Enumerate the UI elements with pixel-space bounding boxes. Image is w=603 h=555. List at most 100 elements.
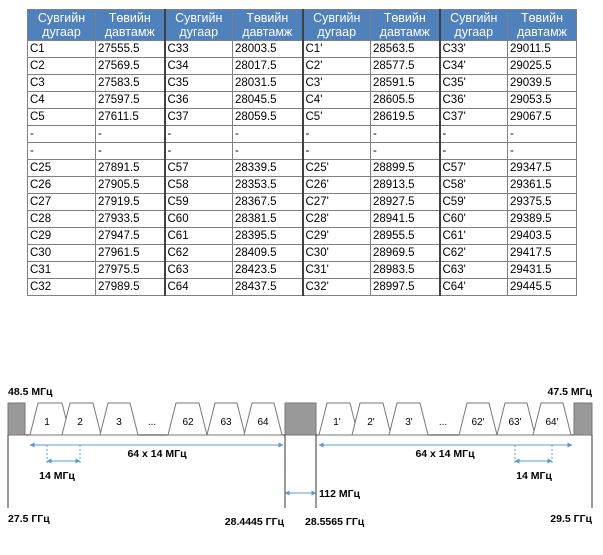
center-frequency-cell: 27975.5 [95,261,165,279]
channel-number-cell: - [163,142,233,160]
header-row: Сувгийн дугаар Төвийн давтамж Сувгийн ду… [27,9,577,41]
channel-number-cell: C64 [163,278,233,296]
channel-trapezoid [532,402,572,436]
header-channel-number: Сувгийн дугаар [27,9,96,41]
channel-number-cell: C3' [301,74,371,92]
center-frequency-cell: 27989.5 [95,278,165,296]
center-frequency-cell: 27583.5 [95,74,165,92]
center-frequency-cell: 29347.5 [507,159,577,177]
center-frequency-cell: 28913.5 [370,176,440,194]
channel-number-cell: C57' [438,159,508,177]
channel-number-cell: C31 [27,261,96,279]
center-frequency-cell: 28017.5 [232,57,303,75]
center-frequency-cell: 28031.5 [232,74,303,92]
center-frequency-cell: 28577.5 [370,57,440,75]
center-frequency-cell: 27947.5 [95,227,165,245]
channel-number-cell: C4 [27,91,96,109]
center-frequency-cell: 29361.5 [507,176,577,194]
center-frequency-cell: 27905.5 [95,176,165,194]
center-frequency-cell: 28423.5 [232,261,303,279]
channel-number-cell: C31' [301,261,371,279]
channel-trapezoid [351,402,392,436]
channel-trapezoid [388,402,429,436]
center-frequency-cell: 27569.5 [95,57,165,75]
center-frequency-cell: 27961.5 [95,244,165,262]
right-spacing-label: 14 МГц [516,470,552,482]
freq-right-start-label: 28.5565 ГГц [305,516,365,528]
channel-trapezoid [243,402,283,436]
channel-trapezoid [99,402,139,436]
channel-number-cell: C26' [301,176,371,194]
channel-number-cell: C37 [163,108,233,126]
center-frequency-cell: - [232,142,303,160]
center-gap-label: 112 МГц [319,488,361,500]
center-frequency-cell: 28059.5 [232,108,303,126]
table-row: C2 27569.5 C34 28017.5 C2' 28577.5 C34' 29025.5 [27,57,577,75]
channel-number-cell: C57 [163,159,233,177]
center-frequency-cell: - [370,142,440,160]
center-frequency-cell: 29431.5 [507,261,577,279]
channel-number-cell: C35' [438,74,508,92]
center-frequency-cell: 27555.5 [95,40,165,58]
table-row: C27 27919.5 C59 28367.5 C27' 28927.5 C59' 29375… [27,193,577,211]
channel-trapezoid [206,402,246,436]
header-channel-number: Сувгийн дугаар [438,9,508,41]
center-frequency-cell: 28955.5 [370,227,440,245]
channel-label: 62' [471,417,484,428]
header-center-frequency: Төвийн давтамж [507,9,577,41]
right-guard-band [573,402,593,436]
channel-number-cell: C2' [301,57,371,75]
channel-number-cell: C25' [301,159,371,177]
channel-number-cell: C60' [438,210,508,228]
channel-number-cell: - [438,142,508,160]
channel-number-cell: C28' [301,210,371,228]
channel-number-cell: C33 [163,40,233,58]
center-frequency-cell: 29445.5 [507,278,577,296]
channel-trapezoid [496,402,536,436]
table-row: C32 27989.5 C64 28437.5 C32' 28997.5 C64' 29445… [27,278,577,296]
center-frequency-cell: 28563.5 [370,40,440,58]
freq-start-label: 27.5 ГГц [8,513,50,525]
channel-number-cell: C30 [27,244,96,262]
table-row: C4 27597.5 C36 28045.5 C4' 28605.5 C36' 29053.5 [27,91,577,109]
channel-label: 64' [545,417,558,428]
center-frequency-cell: 29025.5 [507,57,577,75]
channel-number-cell: C34 [163,57,233,75]
channel-number-cell: C29' [301,227,371,245]
center-frequency-cell: - [95,125,165,143]
center-frequency-cell: 27919.5 [95,193,165,211]
channel-label: 64 [257,417,269,428]
channel-number-cell: C30' [301,244,371,262]
channel-number-cell: - [301,142,371,160]
center-frequency-cell: 28969.5 [370,244,440,262]
center-frequency-cell: 29375.5 [507,193,577,211]
channel-number-cell: - [163,125,233,143]
center-frequency-cell: 28367.5 [232,193,303,211]
channel-number-cell: C33' [438,40,508,58]
center-frequency-cell: 28409.5 [232,244,303,262]
channel-number-cell: C59' [438,193,508,211]
center-frequency-cell: - [507,125,577,143]
header-center-frequency: Төвийн давтамж [95,9,165,41]
table-row: C28 27933.5 C60 28381.5 C28' 28941.5 C60' 29389… [27,210,577,228]
center-frequency-cell: 28941.5 [370,210,440,228]
channel-number-cell: C61 [163,227,233,245]
channel-trapezoid [167,402,208,436]
channel-label: 2 [77,417,83,428]
right-channel-block: 1' 2' 3' ... 62' 63' 64' [318,402,572,436]
center-frequency-cell: 27597.5 [95,91,165,109]
channel-label: 3 [116,417,122,428]
center-frequency-cell: 28927.5 [370,193,440,211]
center-frequency-cell: 28983.5 [370,261,440,279]
channel-number-cell: C60 [163,210,233,228]
channel-number-cell: C34' [438,57,508,75]
channel-number-cell: C1 [27,40,96,58]
center-frequency-cell: 28899.5 [370,159,440,177]
channel-number-cell: C37' [438,108,508,126]
channel-label: 3' [405,417,413,428]
channel-ellipsis: ... [439,417,447,428]
table-row: C3 27583.5 C35 28031.5 C3' 28591.5 C35' 29039.5 [27,74,577,92]
center-frequency-cell: - [507,142,577,160]
channel-label: 1' [333,417,341,428]
table-row: C5 27611.5 C37 28059.5 C5' 28619.5 C37' 29067.5 [27,108,577,126]
